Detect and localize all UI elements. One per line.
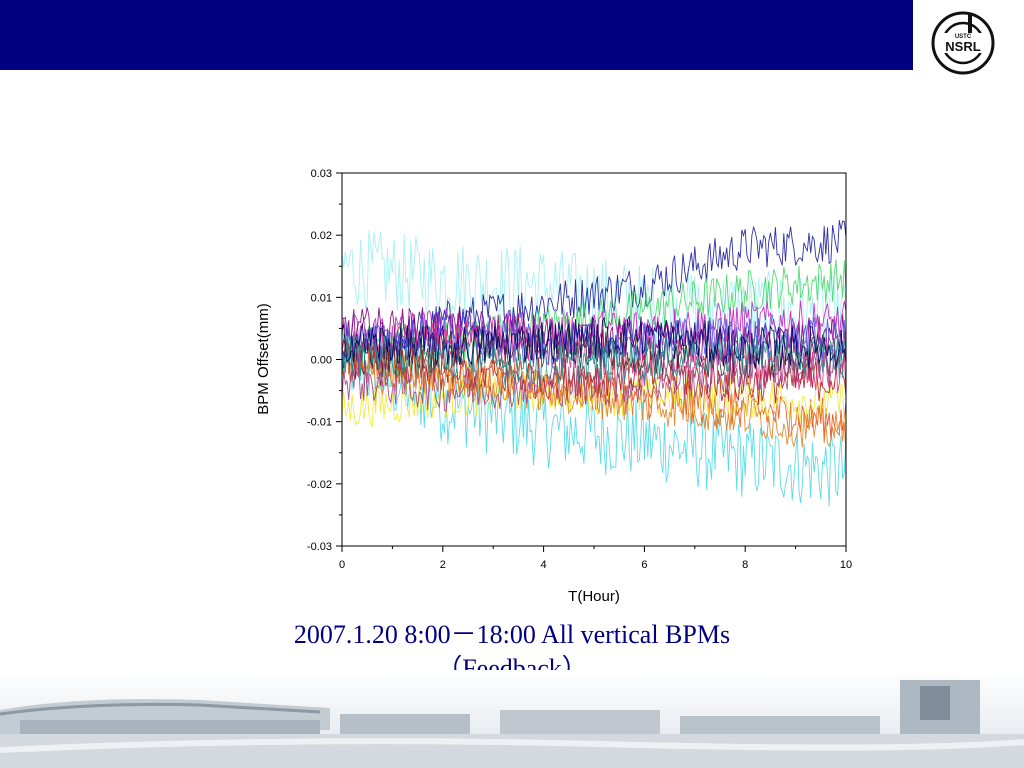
x-axis-label: T(Hour) [568,588,620,605]
y-tick-label: 0.03 [311,168,332,180]
series-line-16 [341,315,847,369]
x-tick-label: 8 [742,559,748,571]
series-line-12 [341,313,847,369]
series-line-2 [341,230,847,355]
caption-line-1: 2007.1.20 8:00－18:00 All vertical BPMs [293,620,731,649]
y-tick-label: -0.01 [307,417,332,429]
series-line-6 [341,369,847,428]
y-tick-label: 0.02 [311,230,332,242]
x-tick-label: 6 [641,559,647,571]
y-tick-label: 0.01 [311,292,332,304]
y-tick-label: 0.00 [311,355,332,367]
logo-text-main: NSRL [945,39,980,54]
bpm-offset-chart: 0 2 4 6 8 10 0.03 0.02 0.01 0.00 -0.01 -0.02 -0.03 T… [255,168,852,605]
y-tick-label: -0.03 [307,541,332,553]
y-axis-label: BPM Offset(mm) [255,303,272,414]
campus-buildings-photo [0,670,1024,768]
header-bar [0,0,913,70]
ticks-layer: 0 2 4 6 8 10 0.03 0.02 0.01 0.00 -0.01 -0.02 -0.03 [307,168,852,571]
series-layer [341,220,847,507]
x-tick-label: 2 [440,559,446,571]
logo-text-top: USTC [955,34,972,40]
institute-logo-icon: USTC NSRL [931,11,995,75]
series-line-7 [341,300,847,355]
y-tick-label: -0.02 [307,479,332,491]
x-tick-label: 0 [339,559,345,571]
x-tick-label: 4 [541,559,547,571]
x-tick-label: 10 [840,559,852,571]
series-line-15 [341,345,847,413]
